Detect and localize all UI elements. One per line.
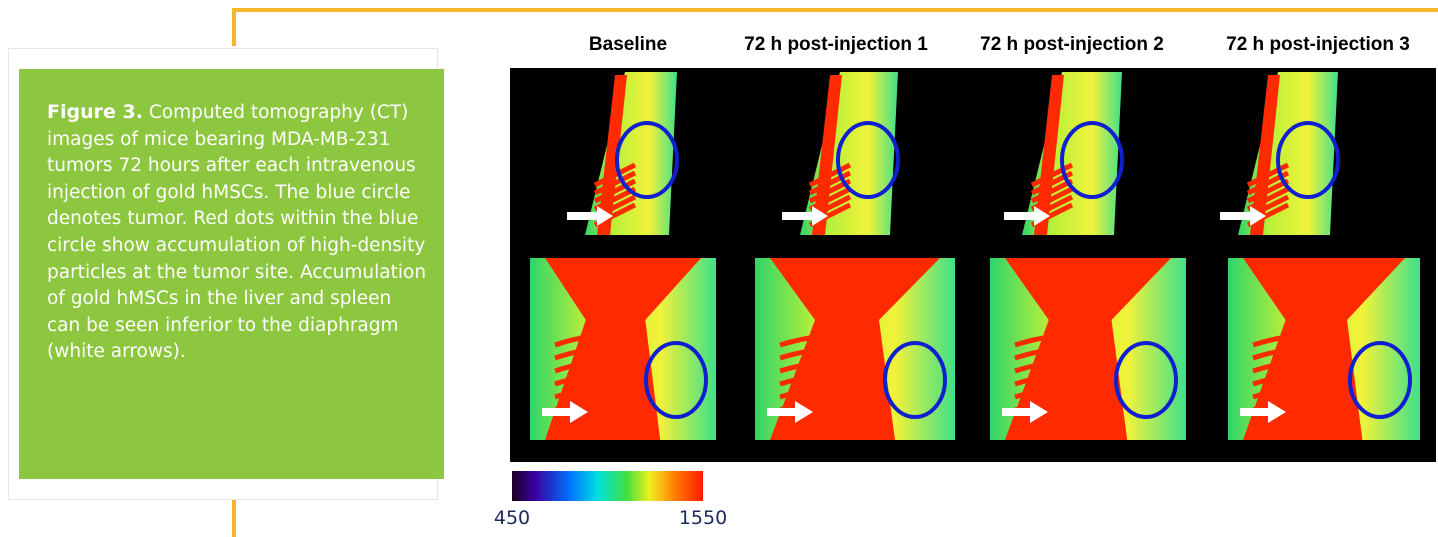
colorbar-label: 1550	[679, 507, 727, 529]
page: {"caption": {"label": "Figure 3.", "text…	[0, 0, 1438, 537]
colorbar	[512, 471, 703, 501]
column-heading: Baseline	[589, 34, 667, 56]
figure	[0, 0, 1438, 537]
colorbar-label: 450	[494, 507, 530, 529]
column-heading: 72 h post-injection 3	[1226, 34, 1410, 56]
column-heading: 72 h post-injection 2	[980, 34, 1164, 56]
column-heading: 72 h post-injection 1	[744, 34, 928, 56]
